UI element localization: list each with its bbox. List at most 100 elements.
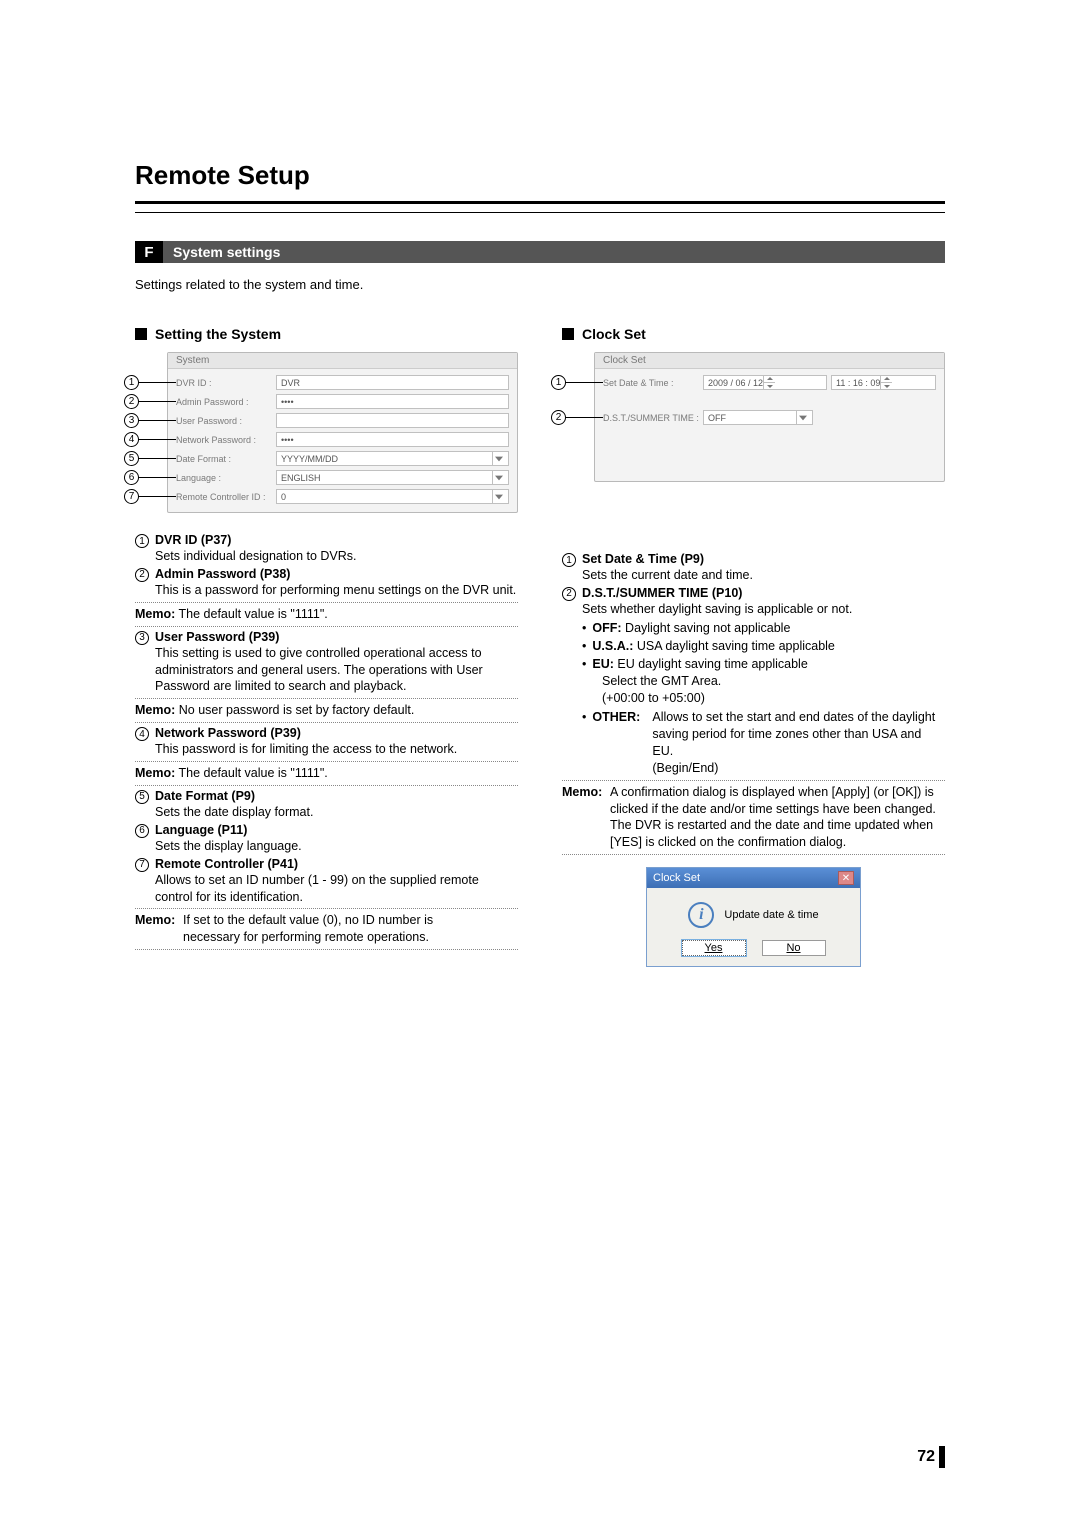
panel-callout-1: 1 — [551, 375, 566, 390]
dotted-rule — [135, 908, 518, 909]
combo-field[interactable]: ENGLISH — [276, 470, 509, 485]
text-field[interactable]: •••• — [276, 432, 509, 447]
section-title: System settings — [163, 241, 945, 263]
spinner-icon[interactable] — [880, 375, 892, 390]
bullet: U.S.A.: USA daylight saving time applica… — [582, 638, 945, 655]
time-field[interactable]: 11 : 16 : 09 — [831, 375, 936, 390]
callout-2: 2 — [562, 587, 576, 601]
bullet: OTHER: Allows to set the start and end d… — [582, 709, 945, 777]
panel-callout: 7 — [124, 489, 139, 504]
item-title: Network Password (P39) — [155, 726, 301, 740]
section-letter: F — [135, 241, 163, 263]
dotted-rule — [135, 949, 518, 950]
item-title: Language (P11) — [155, 823, 247, 837]
panel-callout: 1 — [124, 375, 139, 390]
dotted-rule — [135, 626, 518, 627]
callout-6: 6 — [135, 824, 149, 838]
dialog-titlebar: Clock Set ✕ — [647, 868, 860, 888]
combo-field[interactable]: YYYY/MM/DD — [276, 451, 509, 466]
chevron-down-icon — [796, 411, 808, 424]
section-header: F System settings — [135, 241, 945, 263]
dialog-title-text: Clock Set — [653, 872, 700, 884]
chevron-down-icon — [492, 471, 504, 484]
page-title: Remote Setup — [135, 160, 945, 191]
field-label: Language : — [176, 473, 276, 483]
square-bullet-icon — [135, 328, 147, 340]
panel-callout: 6 — [124, 470, 139, 485]
page-number: 72 — [917, 1446, 945, 1468]
field-label: Network Password : — [176, 435, 276, 445]
memo: Memo: No user password is set by factory… — [135, 702, 518, 719]
callout-2: 2 — [135, 568, 149, 582]
field-label: D.S.T./SUMMER TIME : — [603, 413, 703, 423]
dialog-message: Update date & time — [724, 909, 818, 921]
rule-thin — [135, 212, 945, 213]
panel-callout-2: 2 — [551, 410, 566, 425]
right-heading: Clock Set — [562, 326, 945, 342]
yes-button[interactable]: Yes — [682, 940, 746, 956]
left-heading: Setting the System — [135, 326, 518, 342]
field-label: DVR ID : — [176, 378, 276, 388]
dotted-rule — [135, 698, 518, 699]
text-field[interactable]: DVR — [276, 375, 509, 390]
intro-text: Settings related to the system and time. — [135, 277, 945, 292]
confirm-dialog: Clock Set ✕ i Update date & time Yes No — [646, 867, 861, 967]
item-body: This password is for limiting the access… — [155, 741, 518, 758]
memo: Memo: The default value is "1111". — [135, 765, 518, 782]
item-title: Set Date & Time (P9) — [582, 552, 704, 566]
clock-panel: Clock Set 1 Set Date & Time : 2009 / 06 … — [594, 352, 945, 482]
right-column: Clock Set Clock Set 1 Set Date & Time : … — [562, 326, 945, 967]
clock-panel-title: Clock Set — [595, 353, 944, 369]
combo-field[interactable]: 0 — [276, 489, 509, 504]
item-body: This is a password for performing menu s… — [155, 582, 518, 599]
no-button[interactable]: No — [762, 940, 826, 956]
item-title: DVR ID (P37) — [155, 533, 231, 547]
item-body: Allows to set an ID number (1 - 99) on t… — [155, 872, 518, 906]
callout-7: 7 — [135, 858, 149, 872]
dotted-rule — [135, 602, 518, 603]
item-body: Sets whether daylight saving is applicab… — [582, 601, 945, 618]
system-panel-title: System — [168, 353, 517, 369]
system-panel: System 1DVR ID :DVR2Admin Password :••••… — [167, 352, 518, 513]
item-title: User Password (P39) — [155, 630, 279, 644]
memo: Memo: If set to the default value (0), n… — [135, 912, 518, 946]
callout-4: 4 — [135, 727, 149, 741]
dotted-rule — [562, 854, 945, 855]
dotted-rule — [135, 785, 518, 786]
left-column: Setting the System System 1DVR ID :DVR2A… — [135, 326, 518, 967]
info-icon: i — [688, 902, 714, 928]
left-heading-text: Setting the System — [155, 326, 281, 342]
memo: Memo: The default value is "1111". — [135, 606, 518, 623]
panel-callout: 3 — [124, 413, 139, 428]
sub-text: (+00:00 to +05:00) — [602, 690, 945, 707]
item-body: Sets the date display format. — [155, 804, 518, 821]
bullet: EU: EU daylight saving time applicable — [582, 656, 945, 673]
square-bullet-icon — [562, 328, 574, 340]
field-label: Admin Password : — [176, 397, 276, 407]
memo: Memo: A confirmation dialog is displayed… — [562, 784, 945, 852]
item-body: Sets the current date and time. — [582, 567, 945, 584]
field-label: Remote Controller ID : — [176, 492, 276, 502]
item-title: D.S.T./SUMMER TIME (P10) — [582, 586, 742, 600]
callout-1: 1 — [135, 534, 149, 548]
right-heading-text: Clock Set — [582, 326, 646, 342]
bullet: OFF: Daylight saving not applicable — [582, 620, 945, 637]
dotted-rule — [135, 761, 518, 762]
dst-combo[interactable]: OFF — [703, 410, 813, 425]
sub-text: Select the GMT Area. — [602, 673, 945, 690]
text-field[interactable]: •••• — [276, 394, 509, 409]
panel-callout: 5 — [124, 451, 139, 466]
spinner-icon[interactable] — [763, 375, 775, 390]
date-field[interactable]: 2009 / 06 / 12 — [703, 375, 827, 390]
close-icon[interactable]: ✕ — [838, 871, 854, 885]
item-title: Admin Password (P38) — [155, 567, 290, 581]
text-field[interactable] — [276, 413, 509, 428]
callout-5: 5 — [135, 790, 149, 804]
field-label: Set Date & Time : — [603, 378, 703, 388]
callout-3: 3 — [135, 631, 149, 645]
item-body: This setting is used to give controlled … — [155, 645, 518, 696]
rule-thick — [135, 201, 945, 204]
dotted-rule — [135, 722, 518, 723]
field-label: Date Format : — [176, 454, 276, 464]
panel-callout: 2 — [124, 394, 139, 409]
